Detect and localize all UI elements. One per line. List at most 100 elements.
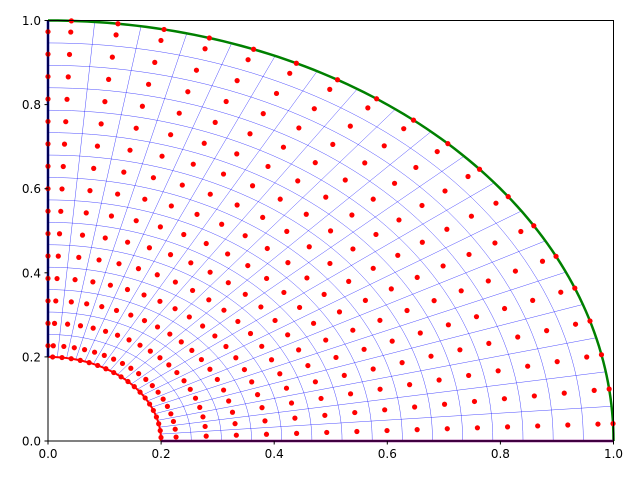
data-point: [417, 330, 423, 336]
data-point: [572, 321, 579, 327]
data-point: [64, 321, 71, 327]
data-point: [61, 141, 68, 147]
data-point: [141, 317, 148, 324]
data-point: [370, 196, 376, 202]
data-point: [167, 331, 173, 337]
data-point: [495, 368, 501, 374]
data-point: [284, 228, 290, 234]
data-point: [156, 421, 162, 427]
data-point: [294, 430, 300, 436]
data-point: [128, 312, 134, 318]
data-point: [341, 372, 347, 379]
data-point: [235, 318, 241, 325]
data-point: [161, 26, 167, 33]
data-point: [150, 407, 156, 414]
data-point: [260, 111, 266, 117]
data-point: [312, 379, 318, 385]
data-point: [212, 333, 218, 339]
data-point: [277, 196, 283, 202]
data-point: [263, 275, 270, 282]
data-point: [305, 362, 311, 369]
data-point: [221, 307, 227, 313]
data-point: [396, 217, 402, 223]
x-tick-label: 0.0: [38, 447, 57, 461]
data-point: [595, 421, 601, 427]
data-point: [465, 173, 471, 180]
data-point: [125, 378, 131, 385]
data-point: [111, 369, 117, 376]
data-point: [306, 244, 312, 250]
data-point: [384, 427, 390, 434]
data-point: [342, 177, 348, 183]
data-point: [221, 387, 227, 393]
data-point: [434, 148, 440, 155]
data-point: [296, 304, 303, 311]
data-point: [515, 334, 521, 340]
data-point: [242, 291, 248, 297]
data-point: [159, 153, 165, 159]
data-point: [395, 252, 401, 258]
data-point: [287, 70, 293, 76]
data-point: [485, 278, 491, 284]
data-point: [90, 325, 96, 331]
data-point: [77, 357, 83, 363]
data-point: [65, 74, 71, 80]
data-point: [323, 194, 329, 200]
data-point: [347, 391, 354, 397]
data-point: [58, 208, 64, 214]
mesh-arc: [47, 42, 584, 442]
data-point: [54, 275, 60, 282]
data-point: [84, 301, 90, 307]
data-point: [232, 421, 238, 427]
mesh-spoke: [137, 182, 495, 390]
data-point: [124, 286, 131, 293]
data-point: [354, 428, 360, 435]
data-point: [136, 371, 142, 377]
data-point: [391, 180, 398, 186]
data-point: [176, 110, 182, 116]
mesh-spoke: [101, 71, 318, 368]
y-tick-label: 1.0: [22, 14, 41, 28]
data-point: [258, 304, 264, 310]
data-point: [109, 54, 115, 60]
data-point: [285, 260, 291, 266]
data-point: [501, 396, 508, 402]
mesh-spoke: [75, 33, 188, 360]
mesh-arc: [47, 154, 433, 442]
data-point: [95, 362, 101, 369]
data-point: [113, 32, 119, 38]
data-point: [50, 354, 56, 360]
data-point: [197, 404, 203, 410]
data-point: [492, 240, 498, 246]
data-point: [137, 342, 143, 348]
data-point: [116, 261, 122, 267]
data-point: [189, 347, 195, 354]
data-point: [64, 96, 70, 102]
data-point: [273, 90, 280, 97]
data-point: [268, 357, 275, 363]
mesh-spoke: [84, 43, 232, 362]
data-point: [103, 366, 109, 372]
data-point: [147, 401, 153, 407]
data-point: [154, 324, 161, 330]
data-point: [606, 386, 612, 392]
data-point: [531, 393, 537, 399]
data-point: [288, 400, 295, 406]
data-point: [220, 171, 227, 177]
data-point: [512, 268, 519, 274]
data-point: [147, 348, 153, 354]
data-point: [150, 175, 157, 181]
data-point: [87, 188, 93, 194]
data-point: [259, 343, 265, 349]
x-tick-label: 0.2: [152, 447, 171, 461]
data-point: [79, 232, 86, 238]
data-point: [139, 103, 145, 109]
mesh-arc: [47, 311, 222, 442]
data-point: [189, 287, 196, 294]
data-point: [561, 390, 567, 396]
data-point: [374, 96, 380, 102]
data-point: [50, 343, 56, 349]
data-point: [245, 57, 251, 63]
data-point: [444, 226, 450, 232]
data-point: [219, 221, 225, 227]
